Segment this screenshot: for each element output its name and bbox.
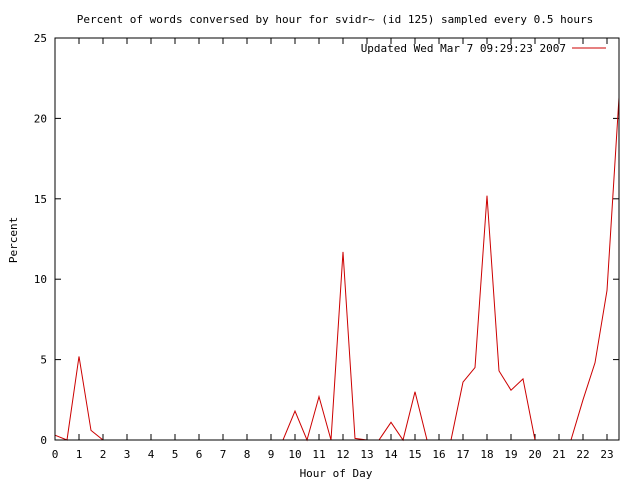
x-tick-label: 19	[504, 448, 517, 461]
x-tick-label: 2	[100, 448, 107, 461]
x-tick-label: 23	[600, 448, 613, 461]
x-tick-label: 3	[124, 448, 131, 461]
legend: Updated Wed Mar 7 09:29:23 2007	[361, 42, 606, 55]
x-tick-label: 9	[268, 448, 275, 461]
x-tick-label: 21	[552, 448, 565, 461]
x-tick-label: 22	[576, 448, 589, 461]
x-tick-label: 18	[480, 448, 493, 461]
x-tick-label: 14	[384, 448, 398, 461]
y-tick-label: 0	[40, 434, 47, 447]
y-tick-label: 20	[34, 112, 47, 125]
y-axis-label: Percent	[7, 217, 20, 263]
x-tick-label: 0	[52, 448, 59, 461]
legend-label: Updated Wed Mar 7 09:29:23 2007	[361, 42, 566, 55]
x-tick-label: 4	[148, 448, 155, 461]
x-tick-label: 8	[244, 448, 251, 461]
x-tick-label: 10	[288, 448, 301, 461]
x-tick-label: 20	[528, 448, 541, 461]
series-layer	[54, 97, 620, 442]
x-tick-label: 1	[76, 448, 83, 461]
y-tick-label: 15	[34, 193, 47, 206]
x-tick-label: 16	[432, 448, 445, 461]
x-axis-label: Hour of Day	[300, 467, 373, 480]
y-tick-label: 5	[40, 354, 47, 367]
y-tick-label: 25	[34, 32, 47, 45]
x-tick-label: 15	[408, 448, 421, 461]
x-tick-label: 7	[220, 448, 227, 461]
x-tick-label: 13	[360, 448, 373, 461]
x-tick-label: 11	[312, 448, 325, 461]
x-tick-label: 17	[456, 448, 469, 461]
plot-area	[54, 37, 620, 441]
y-tick-label: 10	[34, 273, 47, 286]
x-tick-label: 5	[172, 448, 179, 461]
series-line	[54, 97, 620, 442]
chart-title: Percent of words conversed by hour for s…	[77, 13, 594, 26]
x-tick-label: 6	[196, 448, 203, 461]
x-tick-label: 12	[336, 448, 349, 461]
